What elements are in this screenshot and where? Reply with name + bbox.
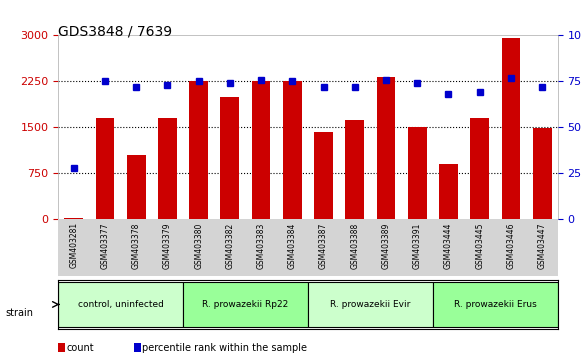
Bar (501, 39, 521, 219)
Bar (533, 128, 551, 219)
Text: R. prowazekii Rp22: R. prowazekii Rp22 (202, 300, 289, 309)
Text: GSM403378: GSM403378 (132, 222, 141, 269)
Text: percentile rank within the sample: percentile rank within the sample (142, 343, 307, 353)
Text: GSM403446: GSM403446 (507, 222, 515, 269)
Text: control, uninfected: control, uninfected (78, 300, 163, 309)
Bar (252, 81, 271, 219)
Text: GSM403383: GSM403383 (257, 222, 266, 269)
Text: count: count (67, 343, 95, 353)
Bar (64, 218, 83, 219)
Text: GSM403445: GSM403445 (475, 222, 484, 269)
Text: R. prowazekii Erus: R. prowazekii Erus (454, 300, 537, 309)
Bar (189, 81, 208, 219)
Text: GSM403382: GSM403382 (225, 222, 234, 269)
Text: GSM403389: GSM403389 (382, 222, 390, 269)
Bar (283, 81, 302, 219)
Text: GSM403281: GSM403281 (69, 222, 78, 268)
FancyBboxPatch shape (433, 282, 558, 327)
Bar (158, 118, 177, 219)
FancyBboxPatch shape (183, 282, 308, 327)
Text: GSM403380: GSM403380 (194, 222, 203, 269)
Bar (95, 118, 114, 219)
Bar (127, 155, 145, 219)
Bar (470, 118, 489, 219)
Text: GSM403444: GSM403444 (444, 222, 453, 269)
Text: GSM403379: GSM403379 (163, 222, 172, 269)
Text: GDS3848 / 7639: GDS3848 / 7639 (58, 25, 172, 39)
Text: strain: strain (6, 308, 34, 318)
Text: GSM403387: GSM403387 (319, 222, 328, 269)
Bar (345, 120, 364, 219)
Text: GSM403391: GSM403391 (413, 222, 422, 269)
Text: R. prowazekii Evir: R. prowazekii Evir (330, 300, 411, 309)
FancyBboxPatch shape (308, 282, 433, 327)
Bar (376, 77, 395, 219)
Text: GSM403388: GSM403388 (350, 222, 359, 269)
Bar (221, 97, 239, 219)
Text: GSM403384: GSM403384 (288, 222, 297, 269)
FancyBboxPatch shape (58, 282, 183, 327)
Bar (314, 132, 333, 219)
Text: GSM403447: GSM403447 (537, 222, 547, 269)
Bar (408, 127, 426, 219)
Bar (439, 164, 458, 219)
Text: GSM403377: GSM403377 (101, 222, 109, 269)
